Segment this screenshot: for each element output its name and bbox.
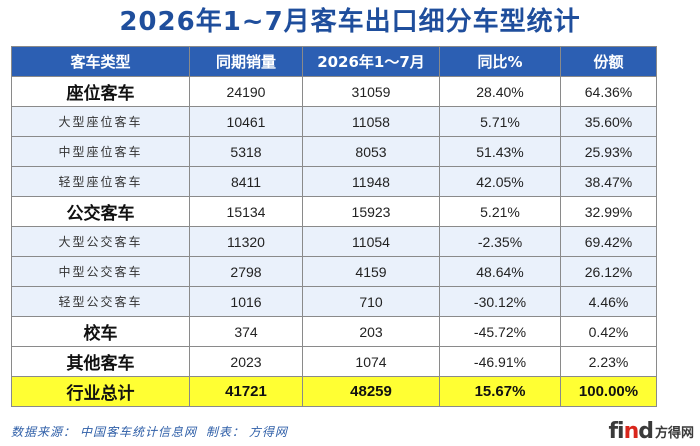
cell-prev-sales: 1016	[189, 286, 303, 317]
cell-type: 公交客车	[11, 196, 190, 227]
cell-type: 校车	[11, 316, 190, 347]
cell-share: 35.60%	[560, 106, 657, 137]
cell-prev-sales: 2023	[189, 346, 303, 377]
table-row: 大型座位客车 10461 11058 5.71% 35.60%	[11, 106, 657, 137]
cell-current-sales: 15923	[302, 196, 440, 227]
cell-share: 4.46%	[560, 286, 657, 317]
cell-type: 轻型公交客车	[11, 286, 190, 317]
table-row: 中型公交客车 2798 4159 48.64% 26.12%	[11, 256, 657, 287]
cell-type: 大型座位客车	[11, 106, 190, 137]
cell-type: 大型公交客车	[11, 226, 190, 257]
cell-prev-sales: 374	[189, 316, 303, 347]
watermark-logo: find 方得网	[608, 418, 694, 444]
cell-type: 轻型座位客车	[11, 166, 190, 197]
cell-yoy: 5.71%	[439, 106, 561, 137]
cell-prev-sales: 2798	[189, 256, 303, 287]
table-row: 中型座位客车 5318 8053 51.43% 25.93%	[11, 136, 657, 167]
cell-current-sales: 203	[302, 316, 440, 347]
cell-current-sales: 11058	[302, 106, 440, 137]
source-label: 数据来源：	[11, 425, 77, 439]
cell-prev-sales: 10461	[189, 106, 303, 137]
cell-prev-sales: 24190	[189, 76, 303, 107]
table-body: 座位客车 24190 31059 28.40% 64.36% 大型座位客车 10461 110…	[11, 76, 657, 407]
cell-prev-sales: 11320	[189, 226, 303, 257]
table-row: 公交客车 15134 15923 5.21% 32.99%	[11, 196, 657, 227]
header-current-sales: 2026年1～7月	[302, 46, 440, 77]
table-row: 轻型座位客车 8411 11948 42.05% 38.47%	[11, 166, 657, 197]
cell-share: 38.47%	[560, 166, 657, 197]
cell-prev-sales: 41721	[189, 376, 303, 407]
cell-yoy: 5.21%	[439, 196, 561, 227]
cell-current-sales: 11054	[302, 226, 440, 257]
cell-yoy: 15.67%	[439, 376, 561, 407]
cell-yoy: -2.35%	[439, 226, 561, 257]
cell-current-sales: 48259	[302, 376, 440, 407]
cell-type: 其他客车	[11, 346, 190, 377]
cell-current-sales: 11948	[302, 166, 440, 197]
header-share: 份额	[560, 46, 657, 77]
cell-share: 32.99%	[560, 196, 657, 227]
cell-current-sales: 1074	[302, 346, 440, 377]
cell-type: 中型座位客车	[11, 136, 190, 167]
cell-share: 26.12%	[560, 256, 657, 287]
cell-prev-sales: 5318	[189, 136, 303, 167]
cell-share: 0.42%	[560, 316, 657, 347]
header-type: 客车类型	[11, 46, 190, 77]
maker-name: 方得网	[248, 425, 288, 439]
header-prev-sales: 同期销量	[189, 46, 303, 77]
cell-yoy: -45.72%	[439, 316, 561, 347]
cell-prev-sales: 15134	[189, 196, 303, 227]
table-row: 大型公交客车 11320 11054 -2.35% 69.42%	[11, 226, 657, 257]
logo-text: find	[608, 418, 654, 444]
cell-share: 2.23%	[560, 346, 657, 377]
cell-yoy: 48.64%	[439, 256, 561, 287]
cell-yoy: 42.05%	[439, 166, 561, 197]
cell-share: 69.42%	[560, 226, 657, 257]
cell-prev-sales: 8411	[189, 166, 303, 197]
cell-share: 100.00%	[560, 376, 657, 407]
cell-share: 64.36%	[560, 76, 657, 107]
total-row: 行业总计 41721 48259 15.67% 100.00%	[11, 376, 657, 407]
cell-share: 25.93%	[560, 136, 657, 167]
cell-current-sales: 8053	[302, 136, 440, 167]
page-title: 2026年1~7月客车出口细分车型统计	[119, 7, 581, 37]
cell-yoy: 28.40%	[439, 76, 561, 107]
table-row: 轻型公交客车 1016 710 -30.12% 4.46%	[11, 286, 657, 317]
table-header-row: 客车类型 同期销量 2026年1～7月 同比% 份额	[11, 46, 657, 77]
cell-current-sales: 710	[302, 286, 440, 317]
header-yoy: 同比%	[439, 46, 561, 77]
cell-yoy: 51.43%	[439, 136, 561, 167]
cell-current-sales: 31059	[302, 76, 440, 107]
maker-label: 制表：	[205, 425, 245, 439]
cell-yoy: -30.12%	[439, 286, 561, 317]
table-row: 校车 374 203 -45.72% 0.42%	[11, 316, 657, 347]
table-row: 其他客车 2023 1074 -46.91% 2.23%	[11, 346, 657, 377]
cell-type: 中型公交客车	[11, 256, 190, 287]
cell-yoy: -46.91%	[439, 346, 561, 377]
footer-note: 数据来源： 中国客车统计信息网 制表： 方得网	[11, 421, 292, 443]
stats-table: 客车类型 同期销量 2026年1～7月 同比% 份额 座位客车 24190 3105…	[11, 46, 657, 407]
source-name: 中国客车统计信息网	[80, 425, 198, 439]
logo-caption: 方得网	[654, 425, 694, 441]
cell-type: 座位客车	[11, 76, 190, 107]
cell-current-sales: 4159	[302, 256, 440, 287]
table-row: 座位客车 24190 31059 28.40% 64.36%	[11, 76, 657, 107]
cell-type: 行业总计	[11, 376, 190, 407]
